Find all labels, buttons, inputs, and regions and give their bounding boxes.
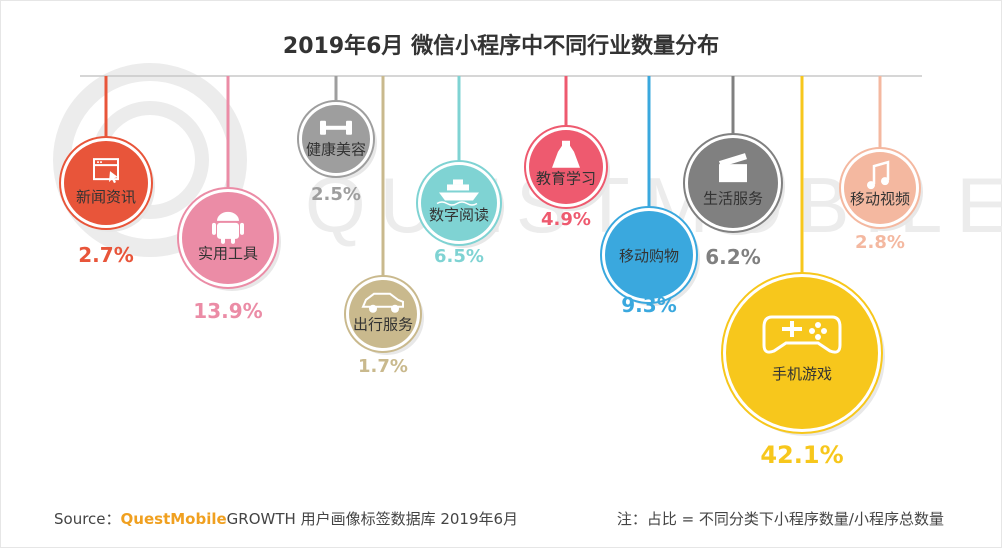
category-label: 移动购物 (619, 247, 679, 265)
category-label: 新闻资讯 (76, 188, 136, 206)
ornament-2: 健康美容 2.5% (297, 76, 377, 205)
chart-title: 2019年6月 微信小程序中不同行业数量分布 (282, 34, 720, 59)
ornament-bubble (64, 141, 148, 225)
dumbbell-icon (320, 120, 352, 135)
ornament-6: 移动购物 9.3% (600, 76, 700, 317)
category-label: 数字阅读 (429, 206, 489, 224)
category-label: 手机游戏 (772, 365, 832, 383)
value-label: 42.1% (760, 441, 843, 469)
footer-note: 注：占比 = 不同分类下小程序数量/小程序总数量 (616, 510, 944, 528)
category-label: 生活服务 (703, 189, 763, 207)
clapperboard-icon (719, 153, 747, 183)
value-label: 13.9% (193, 299, 262, 323)
ornament-bubble (688, 138, 778, 228)
ornament-bubble (844, 152, 916, 224)
gamepad-icon (762, 315, 842, 354)
source-prefix: Source： (54, 510, 121, 528)
value-label: 9.3% (621, 293, 676, 317)
ornament-bubble (349, 280, 417, 348)
ornament-8: 手机游戏 42.1% (721, 76, 885, 469)
dress-icon (552, 140, 580, 168)
ornament-bubble (726, 277, 878, 429)
value-label: 2.5% (311, 184, 361, 205)
category-label: 健康美容 (306, 140, 366, 158)
music-note-icon (867, 160, 890, 190)
browser-window-icon (93, 158, 119, 184)
ornament-0: 新闻资讯 2.7% (59, 76, 155, 267)
category-label: 移动视频 (850, 190, 910, 208)
value-label: 4.9% (541, 209, 591, 230)
ornament-3: 出行服务 1.7% (344, 76, 424, 377)
ornament-1: 实用工具 13.9% (177, 76, 281, 323)
source-brand: QuestMobile (120, 510, 227, 528)
category-label: 实用工具 (198, 245, 258, 263)
ornament-5: 教育学习 4.9% (524, 76, 610, 230)
android-icon (212, 211, 244, 244)
value-label: 6.5% (434, 246, 484, 267)
value-label: 2.8% (855, 232, 905, 253)
ornament-bubble (605, 211, 693, 299)
value-label: 2.7% (78, 243, 133, 267)
value-label: 1.7% (358, 356, 408, 377)
category-label: 教育学习 (536, 170, 596, 188)
car-icon (361, 292, 404, 313)
ornament-9: 移动视频 2.8% (839, 76, 923, 253)
ornament-4: 数字阅读 6.5% (416, 76, 504, 267)
ship-icon (436, 179, 479, 206)
footer-source: Source：QuestMobileGROWTH 用户画像标签数据库 2019年… (54, 508, 518, 529)
value-label: 6.2% (705, 245, 760, 269)
category-label: 出行服务 (353, 315, 413, 333)
source-rest: GROWTH 用户画像标签数据库 2019年6月 (226, 510, 519, 528)
ornament-bubble (302, 105, 370, 173)
ornament-7: 生活服务 6.2% (683, 76, 785, 269)
